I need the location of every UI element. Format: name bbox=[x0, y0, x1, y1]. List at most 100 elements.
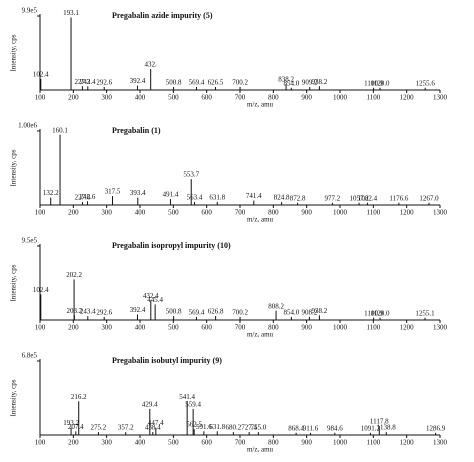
x-tick-label: 700 bbox=[235, 439, 246, 447]
peak-label: 357.2 bbox=[118, 424, 134, 432]
peak-label: 824.8 bbox=[274, 194, 290, 202]
peak-label: 227.6 bbox=[75, 194, 91, 202]
peak-label: 854.0 bbox=[283, 79, 299, 87]
peak-label: 243.4 bbox=[80, 78, 96, 86]
peak-label: 1057.2 bbox=[349, 194, 369, 202]
peak-label: 984.6 bbox=[327, 424, 343, 432]
chart-title: Pregabalin isobutyl impurity (9) bbox=[112, 356, 222, 365]
x-tick-label: 1200 bbox=[400, 324, 415, 332]
y-tick-label: 9.5e5 bbox=[22, 237, 38, 245]
peak-label: 911.6 bbox=[303, 424, 319, 432]
x-tick-label: 100 bbox=[35, 439, 46, 447]
x-tick-label: 900 bbox=[301, 439, 312, 447]
y-axis-label: Intensity, cps bbox=[10, 379, 18, 416]
peak-label: 1082.4 bbox=[358, 194, 378, 202]
peak-label: 868.4 bbox=[288, 424, 304, 432]
peak-label: 207.4 bbox=[68, 423, 84, 431]
x-tick-label: 1000 bbox=[333, 94, 348, 102]
x-tick-label: 1300 bbox=[433, 439, 448, 447]
peak-label: 1120.0 bbox=[371, 79, 390, 87]
x-tick-label: 800 bbox=[268, 94, 279, 102]
peak-label: 445.4 bbox=[147, 296, 163, 304]
x-tick-label: 1100 bbox=[366, 209, 380, 217]
peak-label: 808.2 bbox=[268, 302, 284, 310]
peak-label: 938.2 bbox=[312, 307, 328, 315]
x-tick-label: 200 bbox=[68, 94, 79, 102]
peak-label: 1100.9 bbox=[364, 79, 383, 87]
peak-label: 1286.9 bbox=[426, 424, 446, 432]
peak-label: 292.6 bbox=[96, 79, 112, 87]
peak-label: 569.4 bbox=[189, 308, 205, 316]
peak-label: 559.4 bbox=[185, 400, 201, 408]
peak-label: 216.2 bbox=[71, 393, 87, 401]
peak-label: 727.4 bbox=[241, 424, 257, 432]
peak-label: 393.4 bbox=[130, 189, 146, 197]
x-tick-label: 200 bbox=[68, 324, 79, 332]
peak-label: 680.2 bbox=[226, 424, 242, 432]
peak-label: 392.4 bbox=[130, 77, 146, 85]
x-tick-label: 600 bbox=[201, 209, 212, 217]
peak-label: 591.6 bbox=[196, 423, 212, 431]
peak-label: 741.4 bbox=[246, 192, 262, 200]
peak-label: 1138.8 bbox=[377, 424, 396, 432]
peak-label: 562.5 bbox=[186, 421, 202, 429]
peak-label: 317.5 bbox=[105, 188, 121, 196]
peak-label: 102.4 bbox=[33, 70, 49, 78]
y-tick-label: 1.00e6 bbox=[18, 122, 37, 130]
peak-label: 1255.1 bbox=[415, 309, 435, 317]
x-tick-label: 500 bbox=[168, 439, 179, 447]
x-tick-label: 100 bbox=[35, 209, 46, 217]
x-tick-label: 400 bbox=[135, 439, 146, 447]
chart-title: Pregabalin azide impurity (5) bbox=[112, 11, 213, 20]
x-tick-label: 300 bbox=[101, 439, 112, 447]
peak-label: 755.0 bbox=[250, 424, 266, 432]
x-tick-label: 900 bbox=[301, 94, 312, 102]
peak-label: 977.2 bbox=[325, 194, 341, 202]
peak-label: 292.6 bbox=[96, 308, 112, 316]
peak-label: 432.4 bbox=[143, 292, 159, 300]
x-tick-label: 700 bbox=[235, 324, 246, 332]
peak-label: 631.8 bbox=[209, 194, 225, 202]
peak-label: 838.2 bbox=[278, 76, 294, 84]
x-tick-label: 600 bbox=[201, 324, 212, 332]
peak-label: 1267.0 bbox=[419, 194, 439, 202]
y-tick-label: 6.8e5 bbox=[22, 352, 38, 360]
peak-label: 1176.6 bbox=[389, 194, 408, 202]
x-tick-label: 300 bbox=[101, 94, 112, 102]
x-tick-label: 1100 bbox=[366, 439, 380, 447]
peak-label: 1120.0 bbox=[371, 309, 390, 317]
x-tick-label: 800 bbox=[268, 209, 279, 217]
peak-label: 132.2 bbox=[43, 189, 59, 197]
x-tick-label: 600 bbox=[201, 94, 212, 102]
peak-label: 1100.9 bbox=[364, 309, 383, 317]
x-tick-label: 1300 bbox=[433, 94, 448, 102]
peak-label: 227.2 bbox=[75, 78, 91, 86]
x-tick-label: 400 bbox=[135, 209, 146, 217]
peak-label: 541.4 bbox=[179, 393, 195, 401]
x-tick-label: 1200 bbox=[400, 209, 415, 217]
peak-label: 563.4 bbox=[187, 194, 203, 202]
peak-label: 854.0 bbox=[283, 308, 299, 316]
x-tick-label: 500 bbox=[168, 209, 179, 217]
x-tick-label: 1100 bbox=[366, 324, 380, 332]
x-tick-label: 1000 bbox=[333, 439, 348, 447]
x-tick-label: 500 bbox=[168, 94, 179, 102]
x-tick-label: 800 bbox=[268, 439, 279, 447]
x-tick-label: 700 bbox=[235, 209, 246, 217]
x-tick-label: 300 bbox=[101, 324, 112, 332]
peak-label: 938.2 bbox=[312, 78, 328, 86]
peak-label: 243.4 bbox=[80, 308, 96, 316]
peak-label: 500.8 bbox=[166, 79, 182, 87]
y-axis-label: Intensity, cps bbox=[10, 34, 18, 71]
chart-title: Pregabalin isopropyl impurity (10) bbox=[112, 241, 231, 250]
peak-label: 700.2 bbox=[232, 79, 248, 87]
y-tick-label: 9.9e5 bbox=[22, 7, 38, 15]
peak-label: 160.1 bbox=[52, 126, 68, 134]
x-tick-label: 1100 bbox=[366, 94, 380, 102]
peak-label: 203.2 bbox=[67, 307, 83, 315]
peak-label: 569.4 bbox=[189, 79, 205, 87]
x-tick-label: 1300 bbox=[433, 324, 448, 332]
x-axis-label: m/z, amu bbox=[247, 101, 274, 109]
peak-label: 193.2 bbox=[63, 419, 79, 427]
